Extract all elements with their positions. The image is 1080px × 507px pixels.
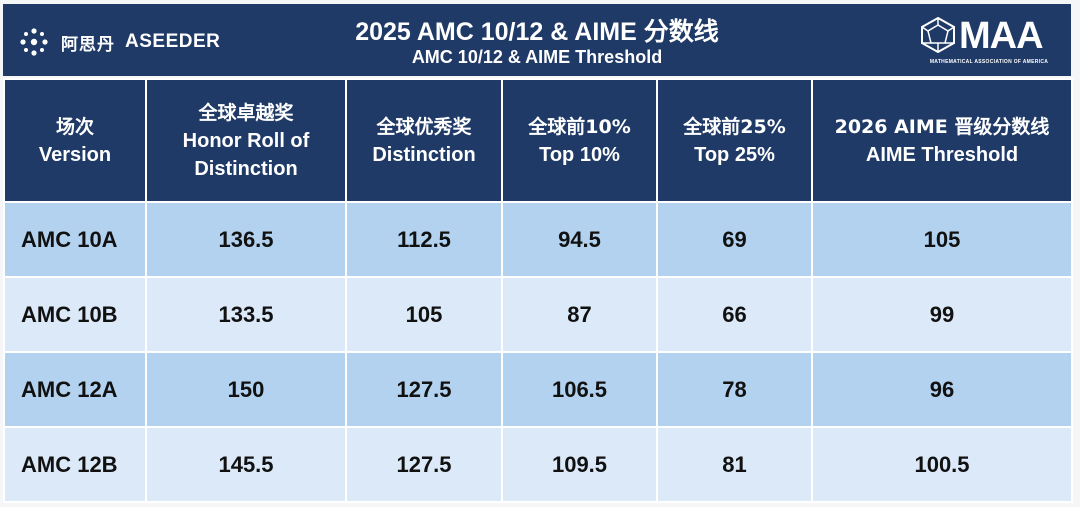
table-header-row: 场次 Version 全球卓越奖 Honor Roll of Distincti… (3, 78, 1073, 203)
header-aime-threshold: 2026 AIME 晋级分数线 AIME Threshold (811, 78, 1073, 203)
header-top-10: 全球前10% Top 10% (501, 78, 658, 203)
honor-roll-cell: 133.5 (145, 276, 347, 353)
distinction-cell: 112.5 (345, 201, 503, 278)
aime-threshold-cell: 99 (811, 276, 1073, 353)
polyhedron-icon (921, 16, 955, 54)
header-en: Top 25% (694, 143, 775, 166)
header-cn: 全球前25% (683, 115, 786, 138)
page-subtitle: AMC 10/12 & AIME Threshold (411, 47, 663, 67)
top-10-cell: 109.5 (501, 426, 658, 503)
top-10-cell: 87 (501, 276, 658, 353)
top-25-cell: 81 (656, 426, 813, 503)
top-25-cell: 69 (656, 201, 813, 278)
header-top-25: 全球前25% Top 25% (656, 78, 813, 203)
maa-wordmark: MAA (959, 15, 1044, 57)
table-row: AMC 12B 145.5 127.5 109.5 81 100.5 (3, 426, 1073, 503)
header-en: Top 10% (539, 143, 620, 166)
distinction-cell: 105 (345, 276, 503, 353)
header-en: Distinction (372, 143, 476, 166)
top-10-cell: 94.5 (501, 201, 658, 278)
header-cn: 2026 AIME 晋级分数线 (834, 115, 1050, 138)
table-row: AMC 12A 150 127.5 106.5 78 96 (3, 351, 1073, 428)
aseeder-brand: 阿思丹 ASEEDER (17, 24, 220, 60)
sprout-logo-icon (20, 28, 48, 56)
header-cn: 全球前10% (528, 115, 631, 138)
aime-threshold-cell: 100.5 (811, 426, 1073, 503)
header-distinction: 全球优秀奖 Distinction (345, 78, 503, 203)
top-25-cell: 78 (656, 351, 813, 428)
aime-threshold-cell: 96 (811, 351, 1073, 428)
version-cell: AMC 12B (3, 426, 147, 503)
header-cn: 全球卓越奖 (198, 101, 294, 124)
header-cn: 场次 (55, 115, 94, 138)
table-row: AMC 10B 133.5 105 87 66 99 (3, 276, 1073, 353)
honor-roll-cell: 150 (145, 351, 347, 428)
threshold-table: 场次 Version 全球卓越奖 Honor Roll of Distincti… (3, 78, 1073, 503)
honor-roll-cell: 145.5 (145, 426, 347, 503)
header-en: Honor Roll of Distinction (182, 129, 310, 180)
table-row: AMC 10A 136.5 112.5 94.5 69 105 (3, 201, 1073, 278)
top-10-cell: 106.5 (501, 351, 658, 428)
honor-roll-cell: 136.5 (145, 201, 347, 278)
maa-tagline: MATHEMATICAL ASSOCIATION OF AMERICA (929, 59, 1049, 65)
aime-threshold-cell: 105 (811, 201, 1073, 278)
distinction-cell: 127.5 (345, 426, 503, 503)
distinction-cell: 127.5 (345, 351, 503, 428)
page-title: 2025 AMC 10/12 & AIME 分数线 (355, 18, 719, 46)
header-version: 场次 Version (3, 78, 147, 203)
title-banner: 阿思丹 ASEEDER 2025 AMC 10/12 & AIME 分数线 AM… (3, 4, 1071, 76)
header-honor-roll: 全球卓越奖 Honor Roll of Distinction (145, 78, 347, 203)
version-cell: AMC 10B (3, 276, 147, 353)
brand-english-name: ASEEDER (125, 31, 221, 52)
header-en: Version (38, 143, 112, 166)
maa-logo: MAA MATHEMATICAL ASSOCIATION OF AMERICA (919, 14, 1059, 70)
version-cell: AMC 10A (3, 201, 147, 278)
top-25-cell: 66 (656, 276, 813, 353)
brand-chinese-name: 阿思丹 (61, 34, 115, 55)
version-cell: AMC 12A (3, 351, 147, 428)
header-en: AIME Threshold (865, 143, 1019, 166)
header-cn: 全球优秀奖 (376, 115, 472, 138)
